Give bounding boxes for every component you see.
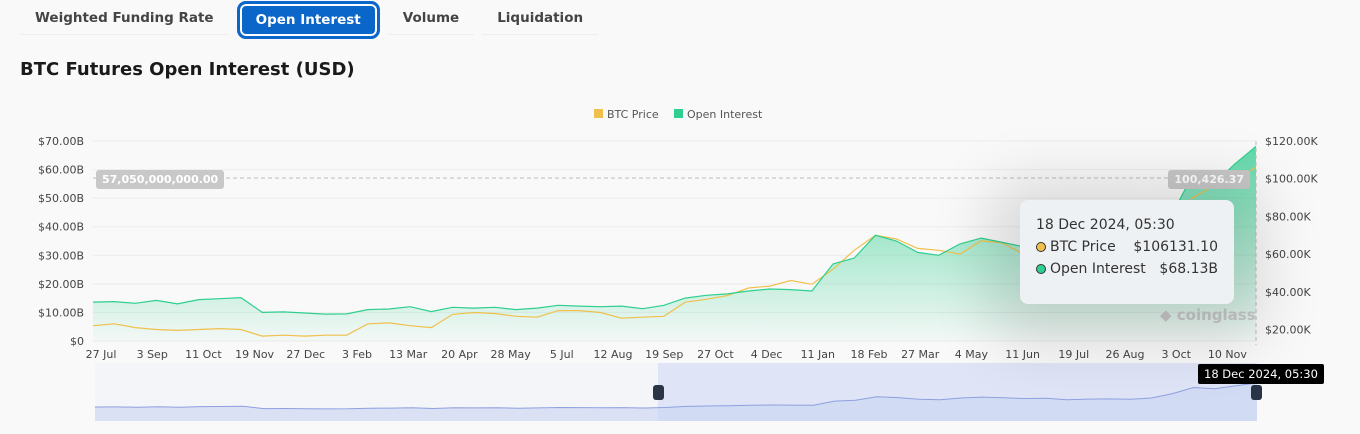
y-right-tick-label: $80.00K [1265,210,1311,223]
tab-bar: Weighted Funding Rate Open Interest Volu… [20,1,599,39]
x-tick-label: 10 Nov [1208,348,1247,361]
navigator-line [94,382,1258,410]
y-left-tick-label: $60.00B [38,164,84,177]
x-tick-label: 4 Dec [751,348,783,361]
x-tick-label: 3 Sep [137,348,168,361]
y-right-tick-label: $100.00K [1265,173,1318,186]
crosshair-x-label: 18 Dec 2024, 05:30 [1198,364,1324,384]
tooltip-label: BTC Price [1050,239,1116,255]
x-tick-label: 27 Dec [286,348,325,361]
x-tick-label: 12 Aug [594,348,633,361]
tab-volume[interactable]: Volume [387,1,475,35]
x-tick-label: 27 Jul [86,348,117,361]
legend: BTC Price Open Interest [594,108,763,121]
legend-swatch-open-interest [674,109,683,118]
navigator-left-handle[interactable] [653,385,664,400]
btc-price-dot-icon [1036,242,1046,252]
x-tick-label: 18 Feb [851,348,888,361]
x-tick-label: 26 Aug [1106,348,1145,361]
y-right-tick-label: $40.00K [1265,286,1311,299]
y-right-tick-label: $120.00K [1265,135,1318,148]
x-tick-label: 11 Jun [1005,348,1040,361]
x-tick-label: 4 May [955,348,989,361]
y-right-tick-label: $60.00K [1265,248,1311,261]
tab-liquidation[interactable]: Liquidation [482,1,599,35]
x-tick-label: 11 Jan [801,348,835,361]
y-right-tick-label: $20.00K [1265,324,1311,337]
open-interest-area [93,146,1256,341]
tooltip-btc-price: $106131.10 [1133,239,1218,255]
tab-open-interest[interactable]: Open Interest [236,1,380,39]
tooltip-open-interest: $68.13B [1159,261,1218,277]
navigator-area [95,383,1257,421]
navigator-right-handle[interactable] [1251,385,1262,400]
y-left-tick-label: $40.00B [38,221,84,234]
x-tick-label: 13 Mar [389,348,428,361]
y-left-tick-label: $30.00B [38,249,84,262]
y-left-tick-label: $20.00B [38,278,84,291]
tooltip-row-open-interest: Open Interest $68.13B [1036,261,1218,277]
tooltip-row-btc-price: BTC Price $106131.10 [1036,239,1218,255]
x-tick-label: 27 Mar [901,348,940,361]
x-tick-label: 19 Jul [1058,348,1089,361]
tooltip-label: Open Interest [1050,261,1146,277]
x-tick-label: 27 Oct [697,348,734,361]
y-left-tick-label: $50.00B [38,192,84,205]
x-tick-label: 19 Sep [645,348,683,361]
crosshair-right-value: 100,426.37 [1168,170,1250,189]
x-tick-label: 3 Oct [1161,348,1191,361]
x-tick-label: 19 Nov [235,348,274,361]
crosshair-left-value: 57,050,000,000.00 [96,170,225,189]
chart-title: BTC Futures Open Interest (USD) [20,59,355,80]
tooltip-date: 18 Dec 2024, 05:30 [1036,217,1175,233]
y-left-tick-label: $10.00B [38,306,84,319]
y-left-tick-label: $70.00B [38,135,84,148]
x-tick-label: 5 Jul [550,348,574,361]
x-tick-label: 3 Feb [342,348,372,361]
legend-open-interest[interactable]: Open Interest [687,108,763,121]
navigator[interactable] [94,363,1262,421]
y-left-tick-label: $0 [70,335,84,348]
x-tick-label: 28 May [490,348,531,361]
x-tick-label: 20 Apr [441,348,478,361]
legend-swatch-btc-price [594,109,603,118]
open-interest-dot-icon [1036,264,1046,274]
legend-btc-price[interactable]: BTC Price [607,108,659,121]
tooltip: 18 Dec 2024, 05:30 BTC Price $106131.10 … [1020,200,1234,304]
watermark-text: coinglass [1176,306,1256,324]
coinglass-watermark: ◆ coinglass [1160,306,1256,324]
tab-weighted-funding-rate[interactable]: Weighted Funding Rate [20,1,229,35]
x-tick-label: 11 Oct [185,348,222,361]
